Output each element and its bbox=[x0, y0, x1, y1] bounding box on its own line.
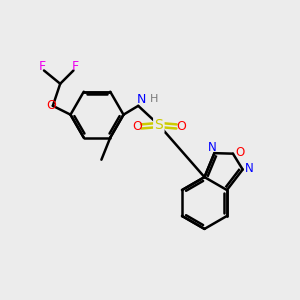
Text: N: N bbox=[245, 161, 254, 175]
Text: N: N bbox=[208, 141, 217, 154]
Text: S: S bbox=[154, 118, 163, 132]
Text: F: F bbox=[39, 61, 46, 74]
Text: H: H bbox=[150, 94, 159, 104]
Text: O: O bbox=[236, 146, 245, 159]
Text: N: N bbox=[136, 93, 146, 106]
Text: O: O bbox=[46, 99, 56, 112]
Text: O: O bbox=[176, 120, 186, 133]
Text: F: F bbox=[71, 61, 79, 74]
Text: O: O bbox=[132, 120, 142, 133]
